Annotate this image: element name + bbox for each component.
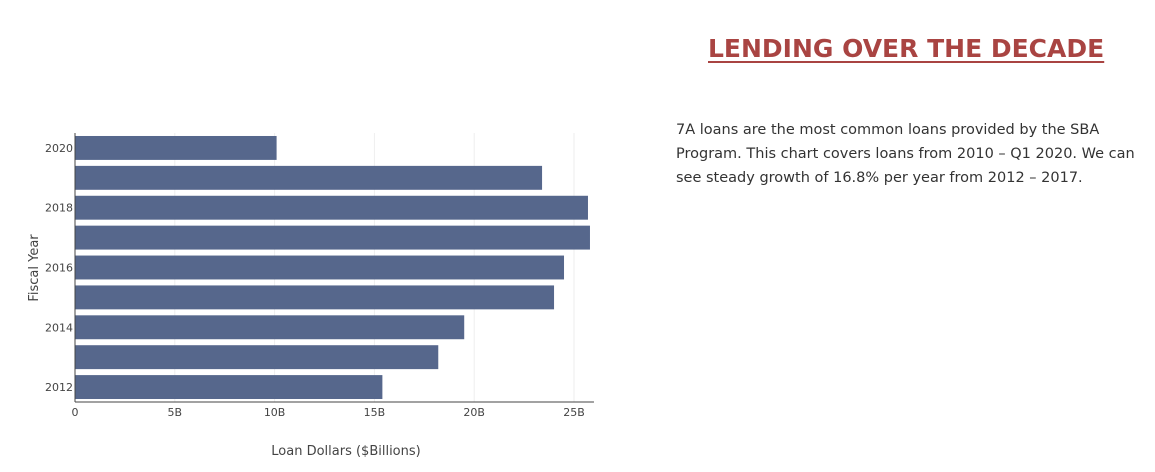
bar-2014[interactable] <box>75 315 465 340</box>
x-tick-label: 15B <box>364 406 386 419</box>
chart-svg: 0 5B 10B 15B 20B 25B 2012 2014 2016 2018 2020 Loan… <box>27 133 594 459</box>
bar-2012[interactable] <box>75 375 383 400</box>
x-tick-label: 5B <box>168 406 183 419</box>
bar-2019[interactable] <box>75 165 543 190</box>
x-tick-label: 20B <box>463 406 485 419</box>
loan-bar-chart: 0 5B 10B 15B 20B 25B 2012 2014 2016 2018 2020 Loan… <box>27 133 594 459</box>
description-text: 7A loans are the most common loans provi… <box>676 122 1135 186</box>
x-tick-label: 25B <box>563 406 585 419</box>
y-tick-label: 2020 <box>45 142 73 155</box>
y-tick-label: 2014 <box>45 321 73 334</box>
page-title: LENDING OVER THE DECADE <box>708 34 1105 63</box>
bar-2020[interactable] <box>75 135 277 160</box>
y-tick-label: 2012 <box>45 381 73 394</box>
x-tick-label: 0 <box>72 406 79 419</box>
bar-2018[interactable] <box>75 195 588 220</box>
bar-2017[interactable] <box>75 225 590 250</box>
axes: 0 5B 10B 15B 20B 25B 2012 2014 2016 2018 2020 <box>45 133 594 419</box>
y-tick-label: 2018 <box>45 202 73 215</box>
y-tick-label: 2016 <box>45 262 73 275</box>
bar-2013[interactable] <box>75 345 439 370</box>
bar-2016[interactable] <box>75 255 565 280</box>
bars <box>75 135 590 400</box>
y-axis-title: Fiscal Year <box>27 234 42 302</box>
bar-2015[interactable] <box>75 285 555 310</box>
x-axis-title: Loan Dollars ($Billions) <box>271 444 420 459</box>
x-tick-label: 10B <box>264 406 286 419</box>
